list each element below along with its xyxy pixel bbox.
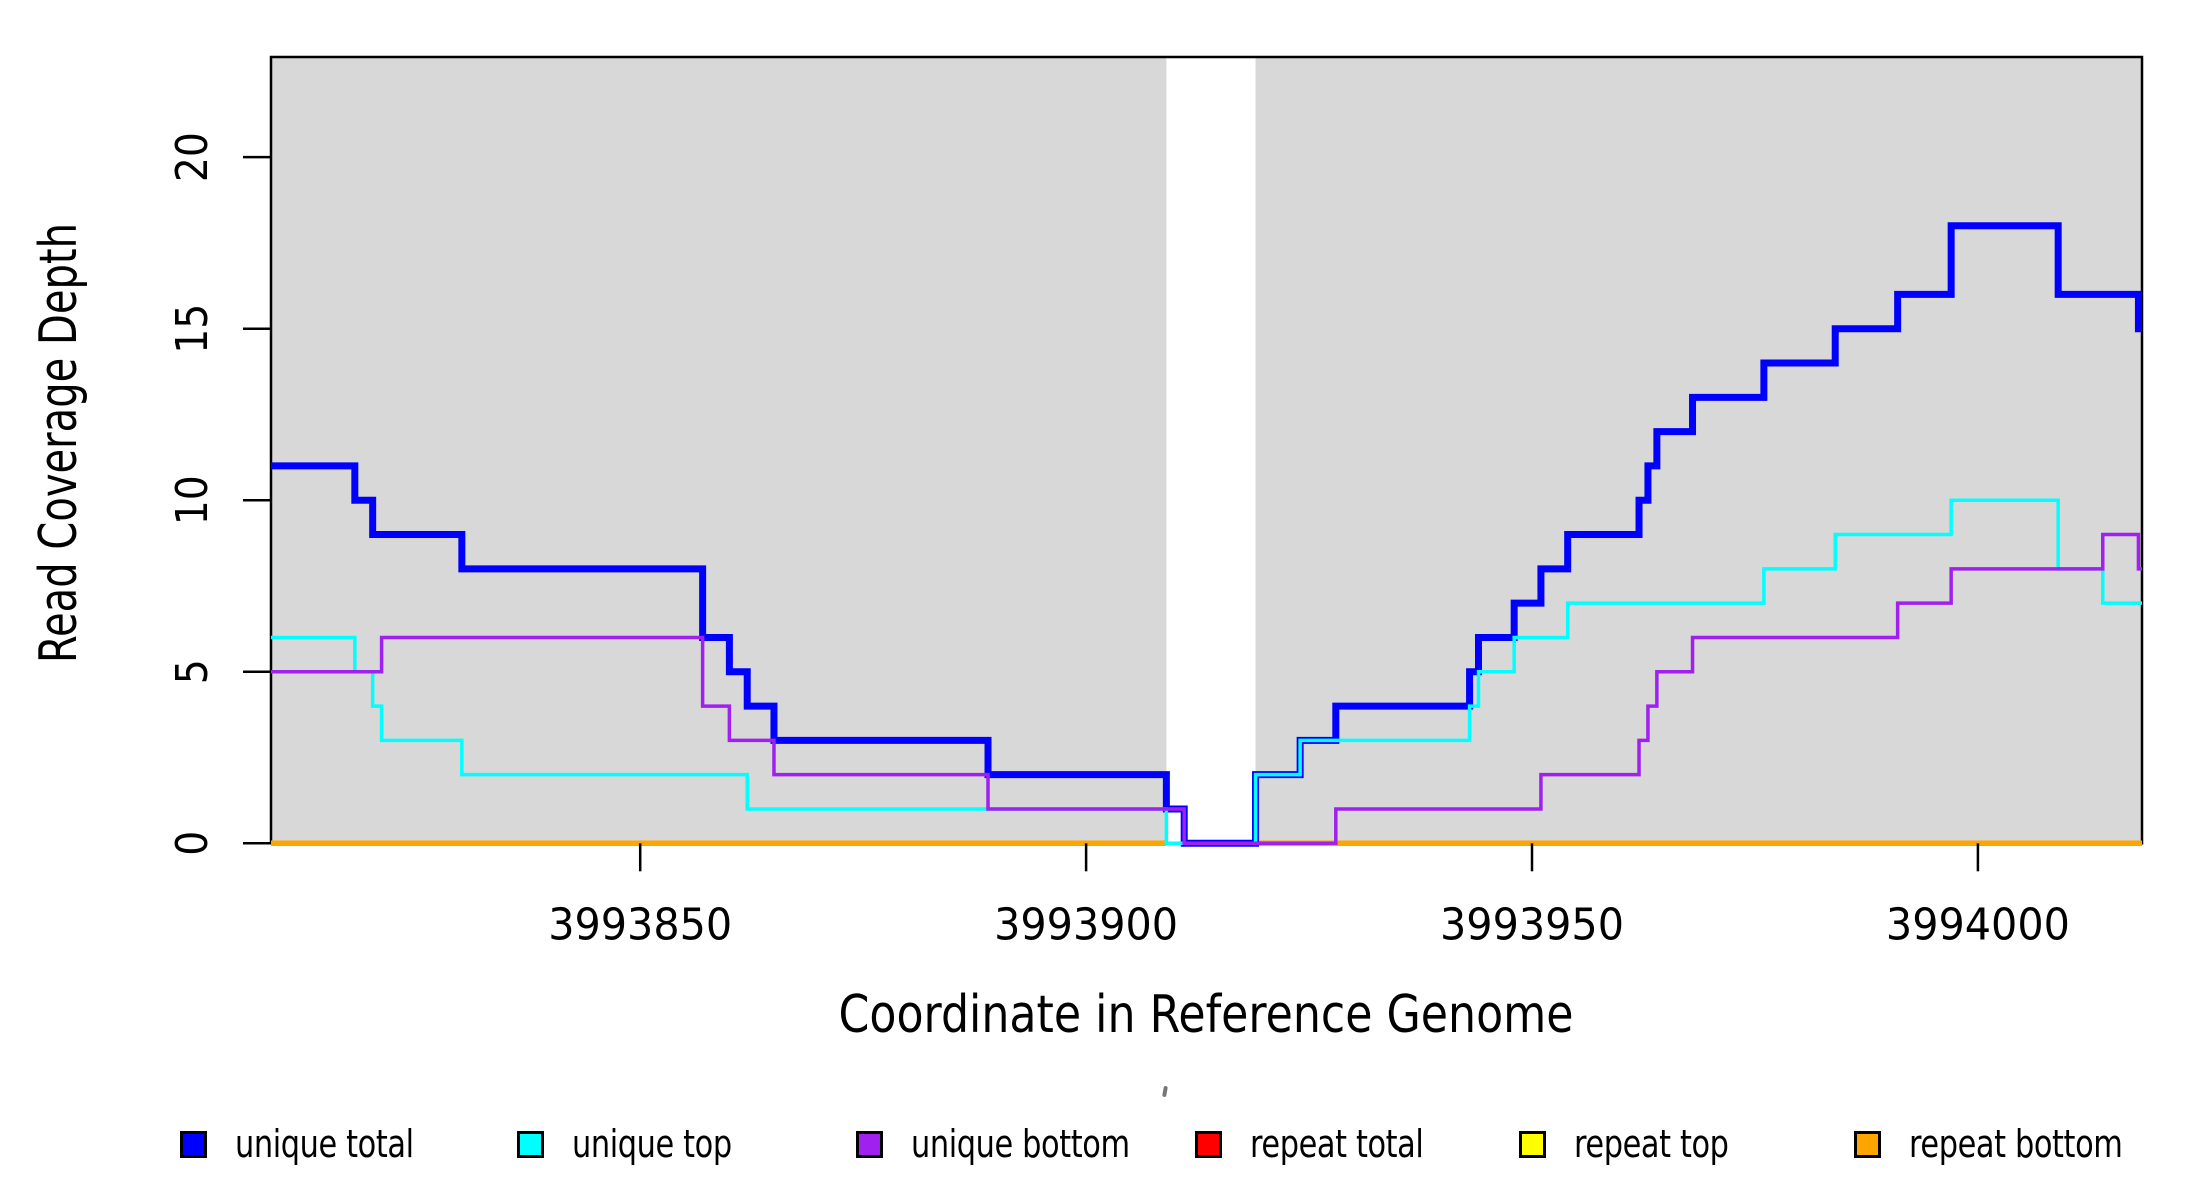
y-tick-label: 5 bbox=[167, 659, 218, 684]
y-tick-label: 10 bbox=[167, 475, 218, 525]
y-axis-title: Read Coverage Depth bbox=[29, 223, 89, 663]
y-tick-label: 20 bbox=[167, 132, 218, 182]
series-line-unique-total bbox=[271, 222, 2142, 847]
y-tick-label: 0 bbox=[167, 831, 218, 856]
background-band bbox=[271, 57, 1167, 844]
axes: 3993850 3993900 3993950 3994000 0 5 10 15 20 bbox=[167, 132, 2070, 950]
series-lines bbox=[271, 222, 2142, 847]
x-tick-label: 3993900 bbox=[994, 899, 1178, 950]
plot-background-bands bbox=[271, 57, 2142, 844]
x-tick-label: 3993950 bbox=[1440, 899, 1624, 950]
x-tick-label: 3994000 bbox=[1886, 899, 2070, 950]
background-band bbox=[1255, 57, 2142, 844]
series-line-unique-bottom bbox=[271, 532, 2142, 846]
x-tick-label: 3993850 bbox=[548, 899, 732, 950]
y-tick-label: 15 bbox=[167, 304, 218, 354]
series-line-unique-top bbox=[271, 498, 2142, 846]
x-axis-title: Coordinate in Reference Genome bbox=[839, 985, 1574, 1045]
